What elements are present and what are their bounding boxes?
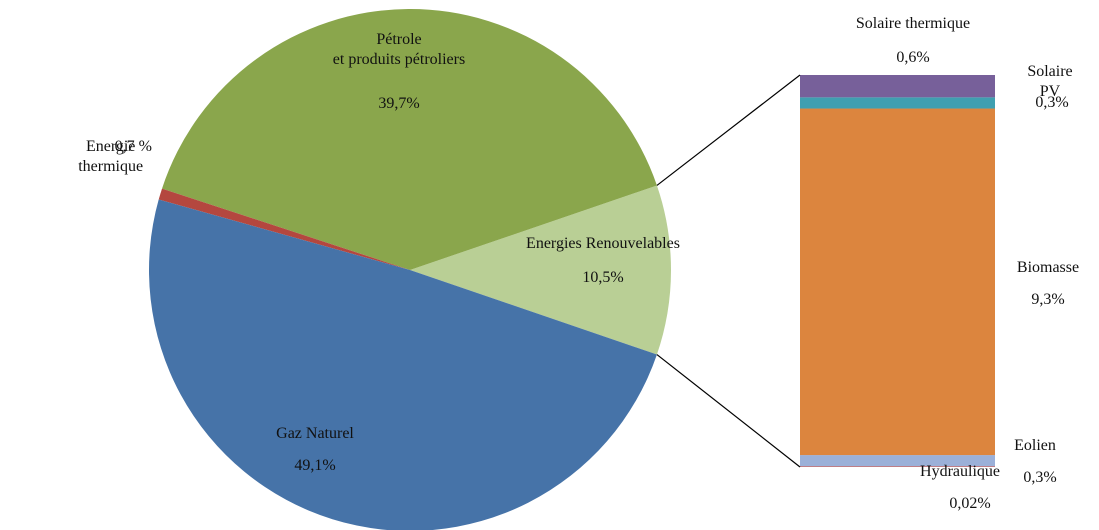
- slice-label: Pétrole et produits pétroliers: [332, 31, 466, 68]
- segment-value: 0,6%: [896, 49, 930, 66]
- connector: [656, 354, 801, 468]
- segment-label: Biomasse: [1016, 259, 1080, 276]
- slice-label: Energies Renouvelables: [526, 235, 680, 252]
- bar-segment: [800, 108, 995, 456]
- slice-value: 39,7%: [378, 95, 420, 112]
- pie-slice: [149, 199, 657, 530]
- segment-label: Eolien: [1014, 437, 1056, 454]
- segment-value: 0,3%: [1023, 469, 1057, 486]
- slice-label: Energie thermique 0,7 %: [78, 137, 152, 175]
- bar-segment: [800, 455, 995, 467]
- segment-value: 0,02%: [949, 495, 991, 512]
- slice-value: 0,7 %: [114, 138, 152, 155]
- pie-slice: [158, 188, 410, 270]
- segment-label: Solaire thermique: [855, 15, 971, 32]
- slice-value: 49,1%: [294, 457, 336, 474]
- segment-label: Hydraulique: [920, 463, 1000, 480]
- segment-label: Solaire PV: [1027, 63, 1073, 100]
- bar-segment: [800, 75, 995, 98]
- segment-value: 9,3%: [1031, 291, 1065, 308]
- pie-slice: [410, 185, 671, 355]
- segment-value: 0,3%: [1035, 94, 1069, 111]
- slice-label-name: Energie thermique: [78, 138, 144, 175]
- pie-slice: [162, 9, 657, 270]
- bar-segment: [800, 97, 995, 109]
- slice-value: 10,5%: [582, 269, 624, 286]
- slice-label: Gaz Naturel: [276, 425, 354, 442]
- bar-segment: [800, 466, 995, 467]
- connector: [656, 74, 801, 186]
